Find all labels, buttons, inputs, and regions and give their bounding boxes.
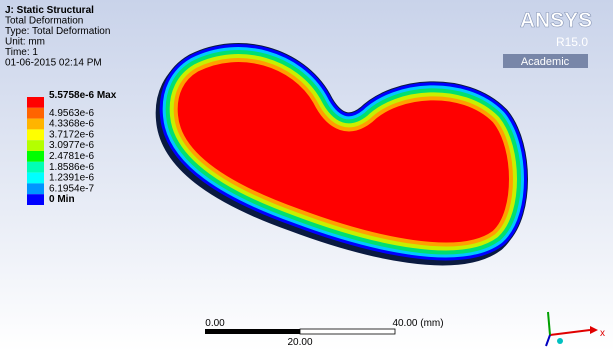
logo-release: R15.0 (556, 35, 588, 49)
viewport: ANSYS R15.0 Academic 0.00 40.00 (mm) 20.… (0, 0, 613, 352)
triad-x: x (600, 328, 605, 339)
legend-label: 4.9563e-6 (49, 108, 94, 119)
logo-name: ANSYS (520, 9, 592, 32)
legend-label: 3.7172e-6 (49, 129, 94, 140)
scale-start: 0.00 (205, 318, 225, 329)
legend-label: 2.4781e-6 (49, 151, 94, 162)
legend-swatch (27, 194, 44, 205)
header-line: J: Static Structural (5, 5, 94, 16)
header-line: Type: Total Deformation (5, 26, 110, 37)
legend-swatch (27, 119, 44, 130)
legend-swatch (27, 162, 44, 173)
header-line: Time: 1 (5, 47, 38, 58)
header-line: 01-06-2015 02:14 PM (5, 58, 102, 69)
legend-label: 0 Min (49, 194, 75, 205)
scale-white (300, 329, 395, 334)
legend-swatch (27, 97, 44, 108)
legend-swatch (27, 129, 44, 140)
legend-swatch (27, 140, 44, 151)
legend-swatch (27, 183, 44, 194)
scale-mid: 20.00 (287, 337, 312, 348)
logo-edition: Academic (521, 56, 570, 68)
legend-label: 6.1954e-7 (49, 183, 94, 194)
legend-label: 3.0977e-6 (49, 140, 94, 151)
legend-swatch (27, 151, 44, 162)
legend-swatch (27, 173, 44, 184)
legend-label: 1.2391e-6 (49, 173, 94, 184)
scale-end: 40.00 (mm) (392, 318, 443, 329)
legend-label: 5.5758e-6 Max (49, 90, 117, 101)
scale-black (205, 329, 300, 334)
header-line: Unit: mm (5, 37, 45, 48)
legend-label: 1.8586e-6 (49, 162, 94, 173)
header-line: Total Deformation (5, 16, 83, 27)
legend-label: 4.3368e-6 (49, 119, 94, 130)
legend-swatch (27, 108, 44, 119)
